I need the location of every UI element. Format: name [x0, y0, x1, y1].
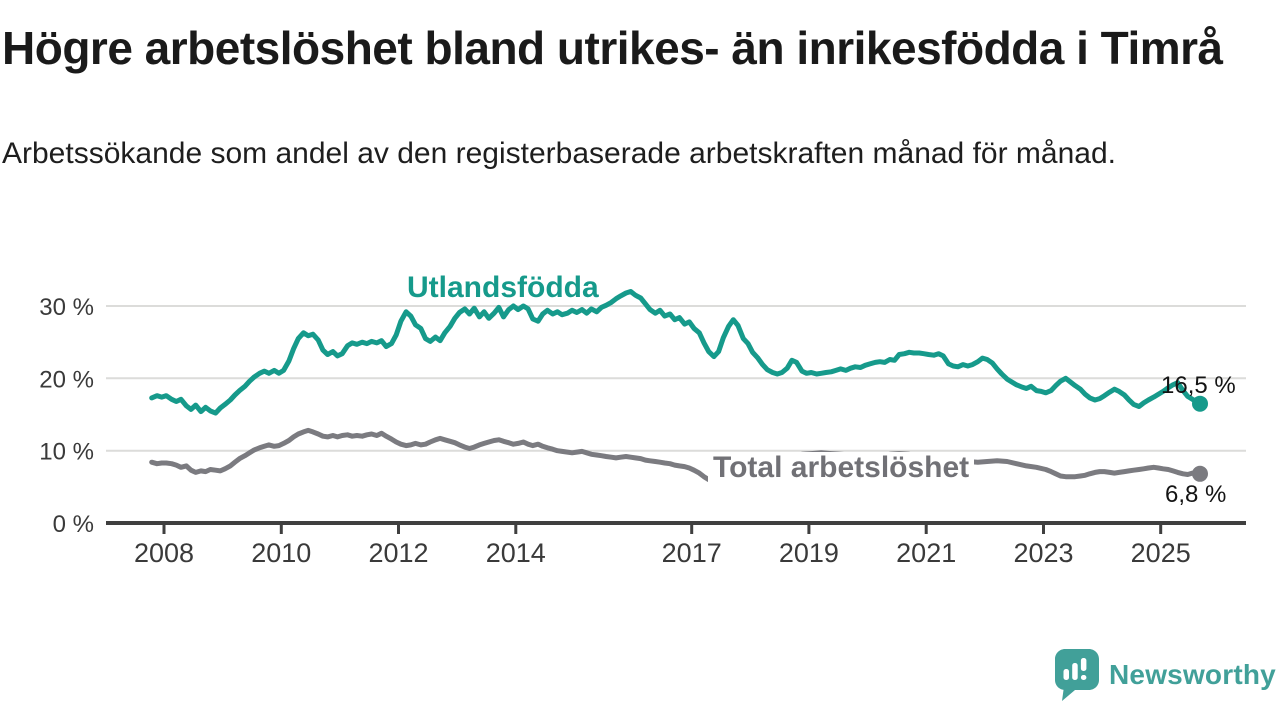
end-value-label-utlandsfodda: 16,5 % — [1161, 372, 1236, 399]
series-label-total-arbetsloshet: Total arbetslöshet — [708, 452, 975, 486]
svg-text:2014: 2014 — [486, 538, 546, 568]
newsworthy-speech-bubble-bar-chart-icon — [1054, 648, 1100, 702]
svg-text:2008: 2008 — [134, 538, 194, 568]
svg-text:2021: 2021 — [896, 538, 956, 568]
svg-text:2017: 2017 — [662, 538, 722, 568]
svg-text:0 %: 0 % — [53, 511, 94, 538]
newsworthy-logo[interactable]: Newsworthy — [1054, 648, 1276, 702]
svg-text:30 %: 30 % — [39, 294, 94, 321]
svg-text:2012: 2012 — [368, 538, 428, 568]
svg-text:10 %: 10 % — [39, 439, 94, 466]
newsworthy-logo-text: Newsworthy — [1109, 659, 1276, 690]
svg-text:2019: 2019 — [779, 538, 839, 568]
series-label-utlandsfodda: Utlandsfödda — [407, 271, 599, 304]
svg-text:2010: 2010 — [251, 538, 311, 568]
page-subtitle: Arbetssökande som andel av den registerb… — [2, 137, 1116, 170]
end-value-label-total: 6,8 % — [1165, 481, 1227, 508]
svg-text:20 %: 20 % — [39, 366, 94, 393]
page-title: Högre arbetslöshet bland utrikes- än inr… — [2, 22, 1223, 74]
svg-text:2025: 2025 — [1131, 538, 1191, 568]
svg-text:2023: 2023 — [1013, 538, 1073, 568]
